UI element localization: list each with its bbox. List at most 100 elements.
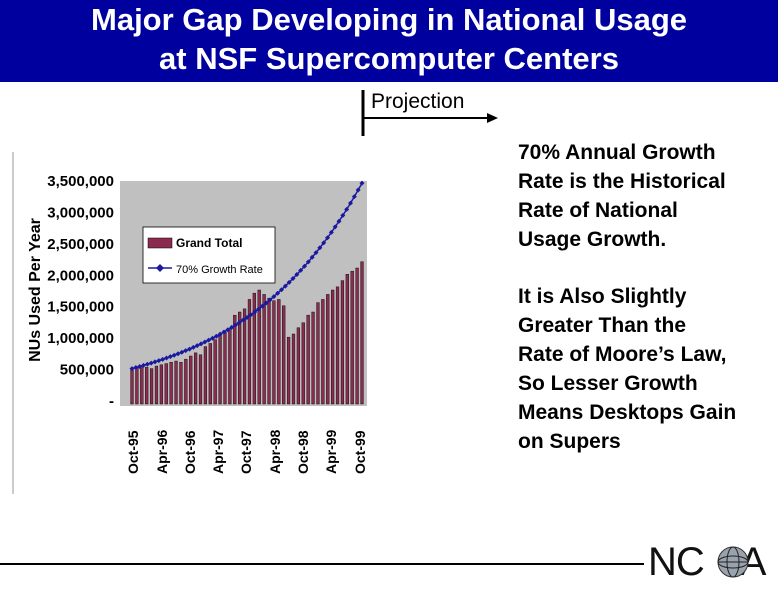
growth-rate-point [336, 218, 342, 224]
bar [189, 355, 193, 405]
bar [242, 308, 247, 405]
growth-rate-point [240, 317, 246, 323]
bar [296, 327, 300, 405]
x-tick-label: Oct-97 [238, 430, 254, 474]
growth-rate-point [144, 361, 150, 367]
growth-rate-point [321, 240, 327, 246]
growth-rate-point [351, 194, 357, 200]
bar [218, 333, 222, 405]
growth-rate-point [275, 290, 281, 296]
note-growth-rate: 70% Annual Growth Rate is the Historical… [518, 138, 773, 254]
bar [135, 366, 139, 405]
growth-rate-point [202, 339, 208, 345]
bar [149, 368, 154, 405]
bar [267, 297, 271, 405]
bar [174, 360, 178, 405]
legend-label-growth-rate: 70% Growth Rate [176, 264, 263, 276]
growth-rate-point [317, 245, 323, 251]
note-moores-law: It is Also Slightly Greater Than the Rat… [518, 282, 773, 456]
growth-rate-point [210, 335, 215, 341]
note-line: It is Also Slightly [518, 285, 687, 308]
growth-rate-point [236, 320, 242, 326]
bar [154, 365, 159, 405]
growth-rate-point [129, 366, 135, 372]
y-tick-label: 500,000 [60, 362, 114, 379]
growth-rate-point [164, 355, 169, 361]
bar [208, 343, 212, 405]
growth-rate-point [302, 263, 307, 269]
bar [306, 314, 310, 405]
ncsa-logo: NC A [648, 540, 766, 585]
growth-rate-point [348, 200, 353, 206]
growth-rate-point [298, 267, 304, 273]
bar [291, 333, 296, 405]
y-tick-label: 1,500,000 [47, 299, 114, 316]
chart-legend: Grand Total 70% Growth Rate [142, 226, 276, 284]
x-tick-label: Oct-95 [125, 430, 141, 474]
growth-rate-point [294, 272, 300, 278]
y-tick-label: 3,500,000 [47, 173, 114, 190]
projection-label: Projection [371, 90, 465, 113]
y-tick-label: - [109, 393, 114, 410]
bar [252, 292, 256, 405]
growth-rate-point [282, 283, 288, 289]
growth-rate-point [313, 250, 319, 256]
note-line: Rate is the Historical [518, 170, 726, 193]
growth-rate-point [263, 300, 269, 306]
growth-rate-point [160, 356, 166, 362]
growth-rate-point [279, 287, 284, 293]
bar [203, 346, 208, 405]
growth-rate-point [267, 297, 273, 303]
growth-rate-point [175, 351, 181, 357]
growth-rate-point [340, 212, 346, 218]
bar [321, 299, 325, 405]
y-axis-label: NUs Used Per Year [27, 218, 44, 362]
bar [140, 365, 144, 405]
growth-rate-point [141, 362, 146, 368]
growth-rate-point [256, 306, 261, 312]
bar [277, 299, 281, 405]
x-tick-label: Oct-99 [352, 430, 368, 474]
x-tick-label: Apr-98 [267, 429, 283, 474]
x-tick-label: Apr-99 [323, 429, 339, 474]
bar [228, 329, 232, 405]
note-line: So Lesser Growth [518, 372, 698, 395]
growth-rate-point [133, 365, 139, 371]
growth-rate-point [225, 327, 231, 333]
bar [238, 311, 242, 405]
growth-rate-point [229, 324, 235, 330]
bar [340, 280, 345, 405]
bar [194, 352, 198, 405]
bar [213, 339, 217, 405]
legend-swatch-growth-marker [156, 264, 164, 272]
growth-rate-point [309, 254, 315, 260]
bar [130, 368, 134, 405]
growth-rate-point [213, 333, 219, 339]
bar [272, 300, 276, 405]
projection-arrowhead [487, 113, 498, 123]
bar [316, 302, 320, 405]
y-tick-label: 2,000,000 [47, 267, 114, 284]
growth-rate-point [217, 331, 223, 337]
growth-rate-point [286, 279, 292, 285]
growth-rate-point [171, 352, 177, 358]
growth-rate-point [152, 359, 158, 365]
bar [198, 354, 203, 405]
bar [286, 336, 291, 405]
bar [164, 363, 168, 405]
growth-rate-point [198, 341, 204, 347]
growth-rate-point [248, 312, 254, 318]
growth-rate-point [179, 349, 185, 355]
bar [223, 331, 227, 405]
bar [301, 322, 305, 405]
legend-swatch-grand-total [147, 237, 173, 249]
growth-rate-point [183, 348, 189, 354]
growth-rate-point [259, 303, 265, 309]
growth-rate-point [167, 354, 173, 360]
legend-box [142, 226, 276, 284]
bar [145, 367, 149, 405]
bar [335, 286, 340, 405]
logo-letters-left: NC [648, 540, 705, 584]
bar [169, 362, 173, 405]
